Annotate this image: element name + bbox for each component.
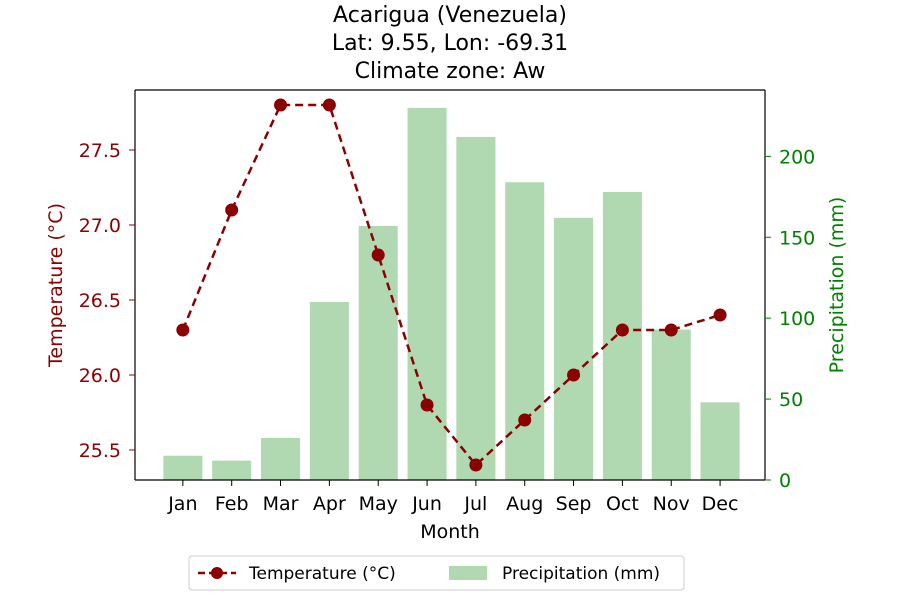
legend-temperature-label: Temperature (°C) xyxy=(248,564,396,584)
y-left-tick-label-0: 25.5 xyxy=(79,440,121,462)
x-tick-label-sep: Sep xyxy=(556,493,592,515)
precipitation-bar-apr xyxy=(309,301,349,480)
y-axis-right-label: Precipitation (mm) xyxy=(826,197,848,374)
temperature-point-apr xyxy=(322,98,336,112)
precipitation-bar-sep xyxy=(554,217,594,480)
y-left-tick-label-3: 27.0 xyxy=(79,215,121,237)
y-left-tick-label-2: 26.5 xyxy=(79,290,121,312)
precipitation-bar-dec xyxy=(700,402,740,480)
legend-precipitation-swatch xyxy=(449,566,487,580)
x-tick-label-nov: Nov xyxy=(653,493,690,515)
precipitation-bar-may xyxy=(358,225,398,480)
temperature-point-oct xyxy=(615,323,629,337)
chart-title-line-2: Lat: 9.55, Lon: -69.31 xyxy=(332,31,568,56)
y-left-tick-label-4: 27.5 xyxy=(79,140,121,162)
temperature-point-feb xyxy=(225,203,239,217)
x-tick-label-jun: Jun xyxy=(411,493,442,515)
x-tick-label-aug: Aug xyxy=(506,493,543,515)
temperature-point-nov xyxy=(664,323,678,337)
y-right-tick-label-0: 0 xyxy=(779,470,791,492)
legend-precipitation-label: Precipitation (mm) xyxy=(502,564,660,584)
temperature-point-dec xyxy=(713,308,727,322)
legend-temperature-marker xyxy=(211,567,223,579)
chart-title-line-1: Acarigua (Venezuela) xyxy=(333,3,567,28)
y-left-tick-label-1: 26.0 xyxy=(79,365,121,387)
legend-frame xyxy=(188,555,685,591)
axes: Jan Feb Mar Apr May Jun Jul Aug Sep Oct Nov Dec 25.5… xyxy=(79,89,815,515)
x-tick-label-jul: Jul xyxy=(463,493,487,515)
precipitation-bar-nov xyxy=(651,329,691,480)
x-tick-label-dec: Dec xyxy=(702,493,739,515)
temperature-point-jan xyxy=(176,323,190,337)
x-tick-label-may: May xyxy=(359,493,398,515)
y-axis-left-label: Temperature (°C) xyxy=(45,203,67,368)
precipitation-bars xyxy=(163,107,740,481)
y-right-tick-label-1: 50 xyxy=(779,389,803,411)
temperature-series xyxy=(176,98,727,472)
precipitation-bar-jul xyxy=(456,136,496,481)
x-tick-label-jan: Jan xyxy=(167,493,197,515)
temperature-point-aug xyxy=(518,413,532,427)
temperature-point-mar xyxy=(274,98,288,112)
precipitation-bar-mar xyxy=(261,437,301,480)
temperature-point-sep xyxy=(567,368,581,382)
precipitation-bar-feb xyxy=(212,460,252,480)
temperature-line xyxy=(181,103,721,467)
temperature-point-jun xyxy=(420,398,434,412)
x-axis-label: Month xyxy=(420,521,480,543)
y-right-tick-label-2: 100 xyxy=(779,308,815,330)
x-tick-label-mar: Mar xyxy=(263,493,299,515)
x-tick-label-feb: Feb xyxy=(215,493,249,515)
precipitation-bar-jan xyxy=(163,455,203,480)
x-tick-label-apr: Apr xyxy=(313,493,346,515)
precipitation-bar-jun xyxy=(407,107,447,480)
chart-title-line-3: Climate zone: Aw xyxy=(355,59,546,84)
x-tick-label-oct: Oct xyxy=(606,493,639,515)
y-right-tick-label-4: 200 xyxy=(779,146,815,168)
temperature-point-jul xyxy=(469,458,483,472)
legend: Temperature (°C) Precipitation (mm) xyxy=(188,555,685,591)
y-right-tick-label-3: 150 xyxy=(779,227,815,249)
precipitation-bar-aug xyxy=(505,182,545,480)
temperature-point-may xyxy=(371,248,385,262)
